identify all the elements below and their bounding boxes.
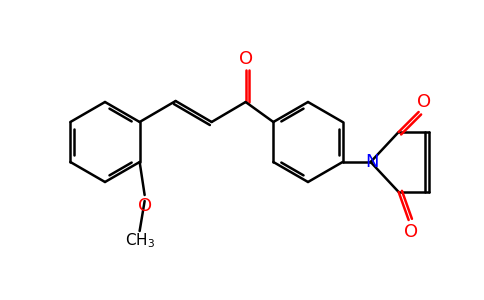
Text: O: O bbox=[239, 50, 253, 68]
Text: O: O bbox=[137, 197, 151, 215]
Text: CH$_3$: CH$_3$ bbox=[124, 232, 155, 250]
Text: O: O bbox=[404, 223, 418, 241]
Text: N: N bbox=[365, 153, 378, 171]
Text: O: O bbox=[417, 93, 431, 111]
